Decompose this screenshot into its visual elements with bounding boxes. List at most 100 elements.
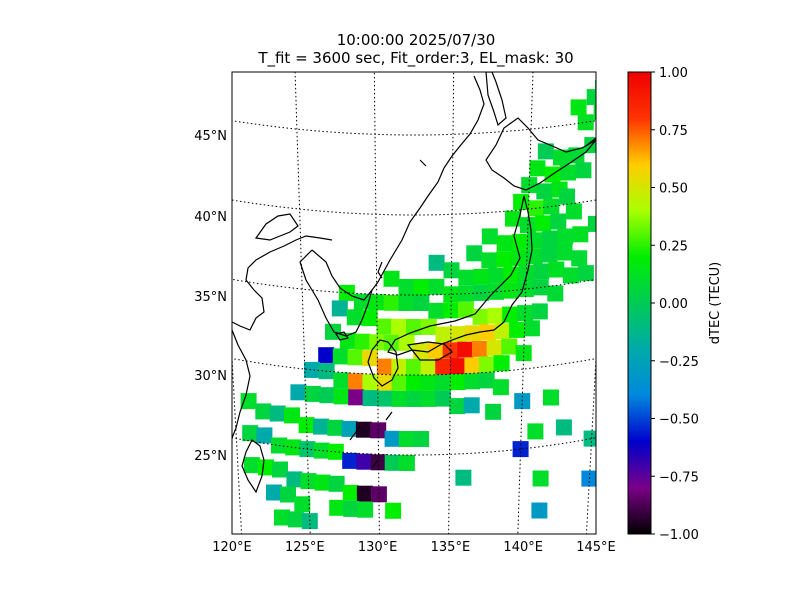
- dtec-tile: [435, 358, 452, 375]
- longitude-tick-label: 135°E: [431, 540, 471, 555]
- dtec-tile: [332, 348, 349, 365]
- dtec-tile: [496, 251, 513, 268]
- dtec-tile: [485, 403, 502, 420]
- colorbar-tick-label: 1.00: [659, 66, 688, 81]
- latitude-tick-label: 45°N: [194, 129, 227, 144]
- latitude-tick-label: 30°N: [194, 369, 227, 384]
- dtec-tile: [466, 245, 483, 262]
- dtec-tile: [406, 375, 422, 391]
- dtec-tile: [586, 89, 596, 106]
- dtec-tile: [376, 358, 393, 375]
- latitude-tick-label: 40°N: [194, 210, 227, 225]
- colorbar-tick-label: −1.00: [659, 528, 699, 543]
- dtec-tile: [559, 188, 575, 205]
- dtec-tile: [274, 509, 290, 526]
- dtec-tile: [435, 374, 452, 391]
- dtec-tile: [383, 334, 400, 351]
- dtec-tile: [450, 326, 467, 343]
- dtec-tile: [420, 390, 437, 407]
- dtec-tile: [287, 511, 304, 528]
- dtec-tile: [449, 398, 466, 415]
- dtec-tile: [242, 425, 259, 442]
- dtec-tile: [280, 486, 296, 503]
- dtec-tile: [428, 342, 444, 359]
- dtec-tile: [536, 183, 553, 200]
- dtec-tile: [420, 358, 437, 375]
- dtec-tile: [472, 308, 489, 325]
- dtec-tile: [555, 419, 572, 436]
- coastline-jeju: [335, 331, 349, 341]
- dtec-tile: [354, 333, 371, 350]
- longitude-tick-label: 120°E: [212, 540, 252, 555]
- dtec-tile: [479, 324, 496, 341]
- dtec-tile: [481, 252, 498, 269]
- dtec-tile: [481, 228, 498, 245]
- dtec-tile: [542, 230, 559, 247]
- dtec-tile: [266, 484, 282, 501]
- dtec-tile: [257, 459, 274, 476]
- dtec-tile: [406, 391, 422, 407]
- dtec-tile: [457, 341, 474, 358]
- dtec-tile: [565, 203, 582, 220]
- coastline-taiwan: [241, 439, 265, 494]
- colorbar-tick-label: −0.25: [659, 355, 699, 370]
- latitude-tick-labels: 25°N 30°N 35°N 40°N 45°N: [194, 129, 227, 464]
- dtec-tile: [343, 500, 360, 517]
- dtec-tile: [478, 372, 495, 389]
- dtec-tile: [505, 210, 521, 227]
- dtec-tile: [581, 470, 596, 487]
- dtec-tile: [501, 338, 518, 355]
- dtec-tile: [240, 393, 257, 410]
- dtec-tile: [304, 385, 321, 402]
- dtec-tile: [532, 470, 549, 487]
- longitude-tick-label: 125°E: [285, 540, 325, 555]
- dtec-tile: [529, 160, 546, 177]
- dtec-tile: [557, 228, 574, 245]
- latitude-tick-label: 35°N: [194, 290, 227, 305]
- dtec-tile: [329, 499, 346, 516]
- dtec-tile: [355, 421, 372, 438]
- colorbar-tick-label: 0.00: [659, 297, 688, 312]
- dtec-tile: [318, 347, 335, 364]
- dtec-tile: [333, 372, 350, 389]
- colorbar: [627, 71, 652, 535]
- dtec-tile: [413, 431, 430, 447]
- dtec-tile: [568, 147, 585, 164]
- meridian-line: [517, 72, 534, 534]
- dtec-tile: [472, 340, 488, 357]
- dtec-tile: [509, 321, 526, 338]
- dtec-tile: [473, 268, 490, 285]
- dtec-tile: [362, 390, 379, 407]
- dtec-tile: [458, 285, 475, 302]
- dtec-tile: [314, 474, 331, 491]
- dtec-tile: [294, 496, 311, 513]
- dtec-tile: [331, 300, 348, 317]
- dtec-tile: [313, 442, 330, 459]
- dtec-tile: [535, 215, 552, 232]
- dtec-tile: [361, 310, 378, 327]
- coastline-hokkaido: [485, 117, 596, 191]
- dtec-tile: [319, 387, 336, 404]
- coastline-ryukyu: [349, 411, 393, 469]
- dtec-tile: [284, 407, 300, 424]
- colorbar-tick-label: 0.50: [659, 182, 688, 197]
- dtec-tile: [543, 389, 559, 406]
- dtec-tile: [377, 390, 394, 407]
- dtec-tile: [531, 303, 548, 320]
- dtec-tile: [502, 282, 519, 299]
- dtec-tile: [272, 461, 288, 478]
- dtec-tile: [556, 244, 573, 261]
- dtec-tile: [385, 502, 402, 519]
- dtec-tile: [346, 309, 363, 326]
- coastline-sakhalin: [485, 72, 507, 127]
- dtec-tile: [464, 357, 481, 374]
- dtec-tile: [391, 374, 408, 391]
- dtec-tile: [492, 379, 509, 396]
- graticule: [232, 72, 596, 534]
- parallel-line: [232, 437, 596, 456]
- dtec-tile: [398, 455, 415, 471]
- dtec-tile: [523, 320, 540, 337]
- dtec-tile: [526, 248, 543, 265]
- dtec-tile: [341, 420, 358, 437]
